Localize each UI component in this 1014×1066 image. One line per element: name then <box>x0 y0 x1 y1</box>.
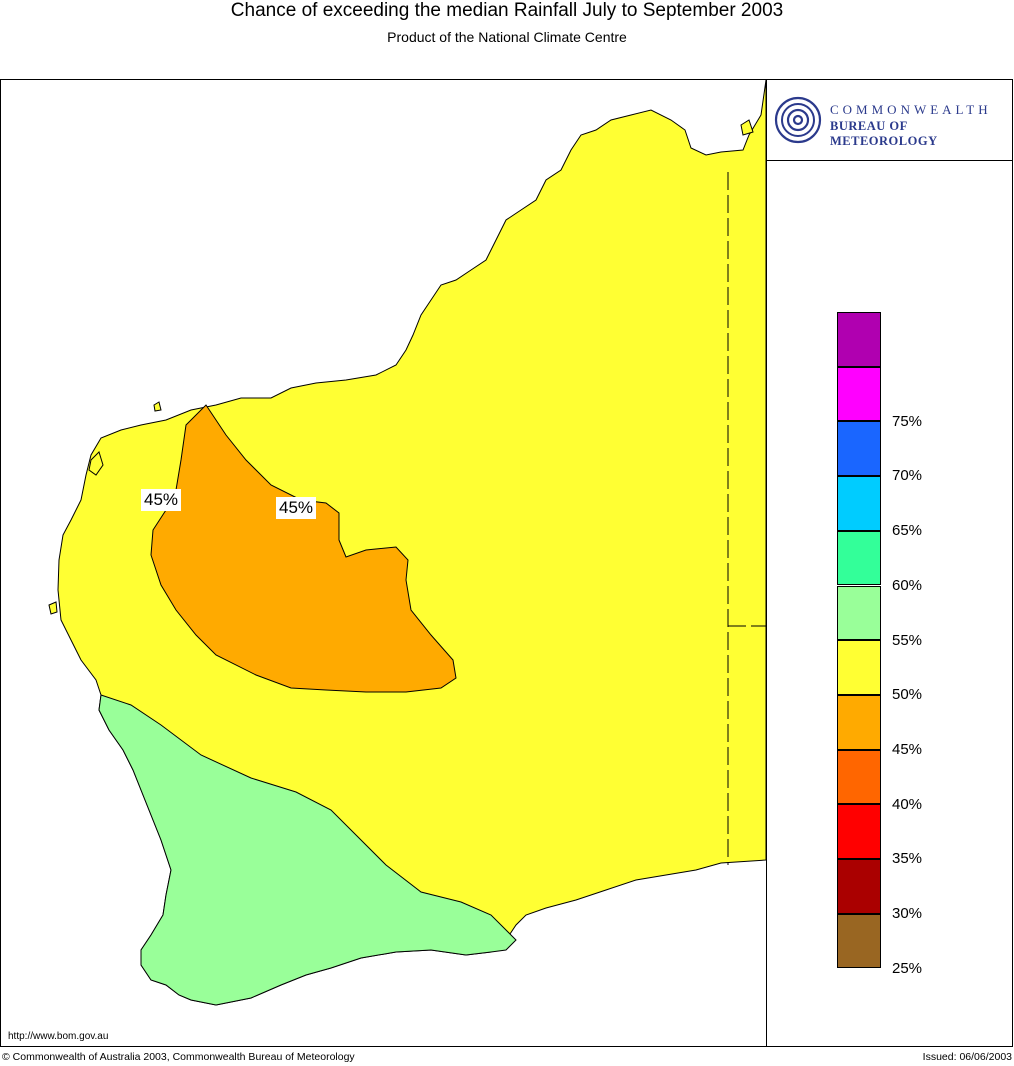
legend-swatch <box>837 476 881 531</box>
legend-swatch <box>837 585 881 641</box>
panel-divider <box>766 80 767 1046</box>
legend-swatch <box>837 312 881 367</box>
footer-url[interactable]: http://www.bom.gov.au <box>8 1031 109 1042</box>
legend-label: 30% <box>892 905 923 922</box>
logo-divider <box>767 160 1013 161</box>
legend-swatch <box>837 859 881 914</box>
legend-swatch <box>837 530 881 586</box>
legend-label: 65% <box>892 522 923 540</box>
legend-swatch <box>837 640 881 695</box>
legend-label: 40% <box>892 795 923 813</box>
legend-swatch <box>837 913 881 969</box>
island <box>48 601 58 615</box>
island <box>88 451 104 476</box>
legend-label: 75% <box>892 412 923 430</box>
island <box>740 119 754 136</box>
legend-label: 35% <box>892 850 923 868</box>
rainfall-map <box>48 80 766 1006</box>
logo-text-bureau: BUREAU OF METEOROLOGY <box>830 119 938 148</box>
legend-swatch <box>837 804 881 859</box>
bom-logo: COMMONWEALTH BUREAU OF METEOROLOGY <box>770 92 1010 150</box>
legend-label: 70% <box>892 467 923 485</box>
footer-issued-date: Issued: 06/06/2003 <box>922 1051 1012 1063</box>
region-label: 45% <box>276 497 317 519</box>
legend-label: 50% <box>892 686 923 704</box>
legend-swatch <box>837 694 881 750</box>
island <box>153 401 162 412</box>
legend-swatch <box>837 749 881 805</box>
legend-label: 60% <box>892 576 923 594</box>
chart-title: Chance of exceeding the median Rainfall … <box>230 0 784 21</box>
region-40-45-percent <box>150 404 457 693</box>
logo-text-commonwealth: COMMONWEALTH <box>830 102 992 117</box>
region-label: 45% <box>141 489 182 511</box>
footer-copyright: © Commonwealth of Australia 2003, Common… <box>2 1051 355 1063</box>
legend-label: 55% <box>892 631 923 649</box>
region-55-60-percent <box>98 694 517 1006</box>
legend-swatch <box>837 421 881 477</box>
legend-label: 45% <box>892 740 923 758</box>
legend-label: 25% <box>892 959 923 977</box>
legend-swatch <box>837 366 881 422</box>
chart-subtitle: Product of the National Climate Centre <box>387 29 627 45</box>
swirl-icon <box>774 96 822 144</box>
